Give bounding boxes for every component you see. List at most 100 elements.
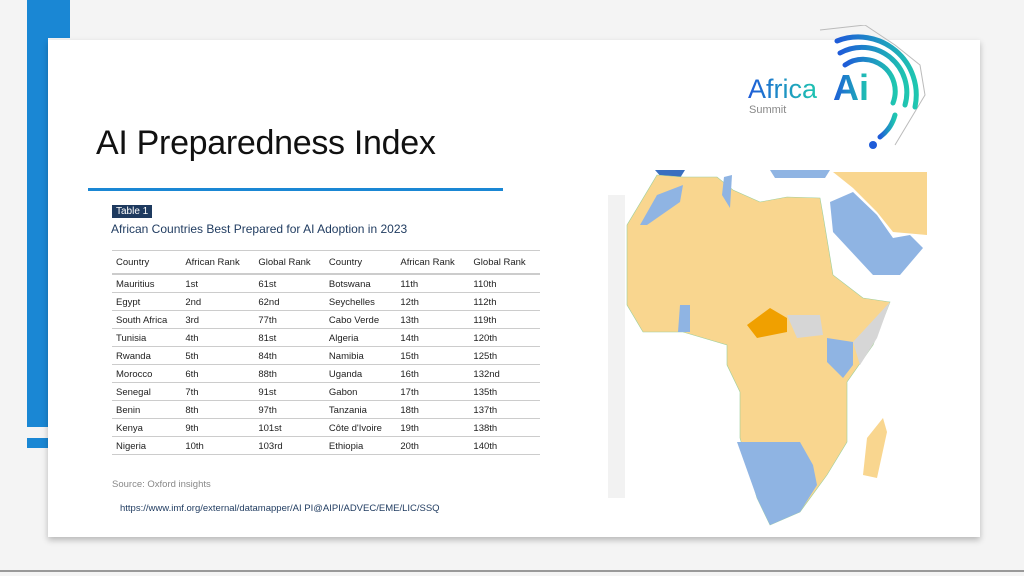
column-header: Global Rank <box>469 250 540 275</box>
table-cell: 15th <box>396 346 470 365</box>
map-southern-africa <box>737 442 817 525</box>
table-cell: South Africa <box>112 310 182 329</box>
logo-africa: Africa <box>748 74 818 104</box>
table-cell: Uganda <box>324 364 397 383</box>
table-cell: 3rd <box>181 310 255 329</box>
column-header: African Rank <box>181 250 255 275</box>
table-row: Mauritius 1st 61st Botswana 11th 110th <box>112 274 540 293</box>
table-cell: 120th <box>469 328 540 347</box>
table-row: Benin 8th 97th Tanzania 18th 137th <box>112 400 540 419</box>
table-cell: Senegal <box>112 382 182 401</box>
table-tag: Table 1 <box>112 205 153 218</box>
table-cell: Gabon <box>324 382 397 401</box>
logo-summit: Summit <box>749 104 786 116</box>
column-header: Global Rank <box>254 250 325 275</box>
table-cell: 6th <box>181 364 255 383</box>
table-cell: 62nd <box>254 292 325 311</box>
table-cell: 88th <box>254 364 325 383</box>
table-cell: 61st <box>254 274 325 293</box>
column-header: African Rank <box>396 250 470 275</box>
table-row: Rwanda 5th 84th Namibia 15th 125th <box>112 346 540 365</box>
map-kenya <box>827 338 853 378</box>
africa-ai-summit-logo: Africa Ai Summit <box>745 24 935 160</box>
map-car <box>747 308 787 338</box>
map-morocco <box>640 185 683 225</box>
table-cell: 18th <box>396 400 470 419</box>
rank-table: Country African Rank Global Rank Country Afr… <box>112 250 540 455</box>
table-cell: 8th <box>181 400 255 419</box>
table-row: Morocco 6th 88th Uganda 16th 132nd <box>112 364 540 383</box>
title-divider <box>88 188 503 191</box>
table-cell: 135th <box>469 382 540 401</box>
table-cell: 138th <box>469 418 540 437</box>
table-cell: Côte d'Ivoire <box>324 418 397 437</box>
table-cell: 9th <box>181 418 255 437</box>
table-cell: 137th <box>469 400 540 419</box>
table-cell: Mauritius <box>112 274 182 293</box>
table-cell: 11th <box>396 274 470 293</box>
map-somalia <box>853 302 890 365</box>
table-cell: 110th <box>469 274 540 293</box>
table-row: Senegal 7th 91st Gabon 17th 135th <box>112 382 540 401</box>
screen-bottom-line <box>0 570 1024 572</box>
table-cell: Benin <box>112 400 182 419</box>
table-cell: Rwanda <box>112 346 182 365</box>
table-cell: 19th <box>396 418 470 437</box>
table-cell: 103rd <box>254 436 325 455</box>
table-cell: Egypt <box>112 292 182 311</box>
accent-bar-bottom <box>27 438 48 448</box>
table-cell: 14th <box>396 328 470 347</box>
table-cell: Tunisia <box>112 328 182 347</box>
table-title: African Countries Best Prepared for AI A… <box>111 222 408 236</box>
source-note: Source: Oxford insights <box>112 479 211 490</box>
map-arabia <box>830 192 923 275</box>
map-europe-blue <box>770 170 830 178</box>
map-middle-east <box>833 172 927 235</box>
table-cell: 101st <box>254 418 325 437</box>
accent-bar-left <box>27 0 48 427</box>
map-madagascar <box>863 418 887 478</box>
table-cell: 10th <box>181 436 255 455</box>
map-africa <box>626 174 891 526</box>
table-cell: Algeria <box>324 328 397 347</box>
logo-ai: Ai <box>833 67 869 108</box>
table-cell: 84th <box>254 346 325 365</box>
table-cell: Ethiopia <box>324 436 397 455</box>
table-cell: 13th <box>396 310 470 329</box>
table-cell: 16th <box>396 364 470 383</box>
source-url: https://www.imf.org/external/datamapper/… <box>120 503 440 514</box>
map-tunisia <box>722 175 732 208</box>
table-cell: 12th <box>396 292 470 311</box>
table-row: Tunisia 4th 81st Algeria 14th 120th <box>112 328 540 347</box>
table-cell: 20th <box>396 436 470 455</box>
table-cell: 91st <box>254 382 325 401</box>
table-cell: 81st <box>254 328 325 347</box>
table-cell: Tanzania <box>324 400 397 419</box>
table-row: Nigeria 10th 103rd Ethiopia 20th 140th <box>112 436 540 455</box>
table-cell: Cabo Verde <box>324 310 397 329</box>
table-cell: 2nd <box>181 292 255 311</box>
table-cell: Nigeria <box>112 436 182 455</box>
table-row: South Africa 3rd 77th Cabo Verde 13th 119th <box>112 310 540 329</box>
table-cell: 112th <box>469 292 540 311</box>
slide-title: AI Preparedness Index <box>96 124 436 162</box>
table-cell: Kenya <box>112 418 182 437</box>
table-cell: Seychelles <box>324 292 397 311</box>
column-header: Country <box>112 250 182 275</box>
map-south-sudan <box>787 315 823 338</box>
table-cell: 7th <box>181 382 255 401</box>
table-cell: 119th <box>469 310 540 329</box>
table-cell: Namibia <box>324 346 397 365</box>
table-cell: 132nd <box>469 364 540 383</box>
table-cell: 4th <box>181 328 255 347</box>
table-row: Egypt 2nd 62nd Seychelles 12th 112th <box>112 292 540 311</box>
table-cell: 77th <box>254 310 325 329</box>
table-cell: 125th <box>469 346 540 365</box>
table-cell: 140th <box>469 436 540 455</box>
table-cell: Botswana <box>324 274 397 293</box>
map-side-strip <box>608 195 625 498</box>
table-cell: Morocco <box>112 364 182 383</box>
table-cell: 1st <box>181 274 255 293</box>
map-ghana <box>678 305 690 332</box>
